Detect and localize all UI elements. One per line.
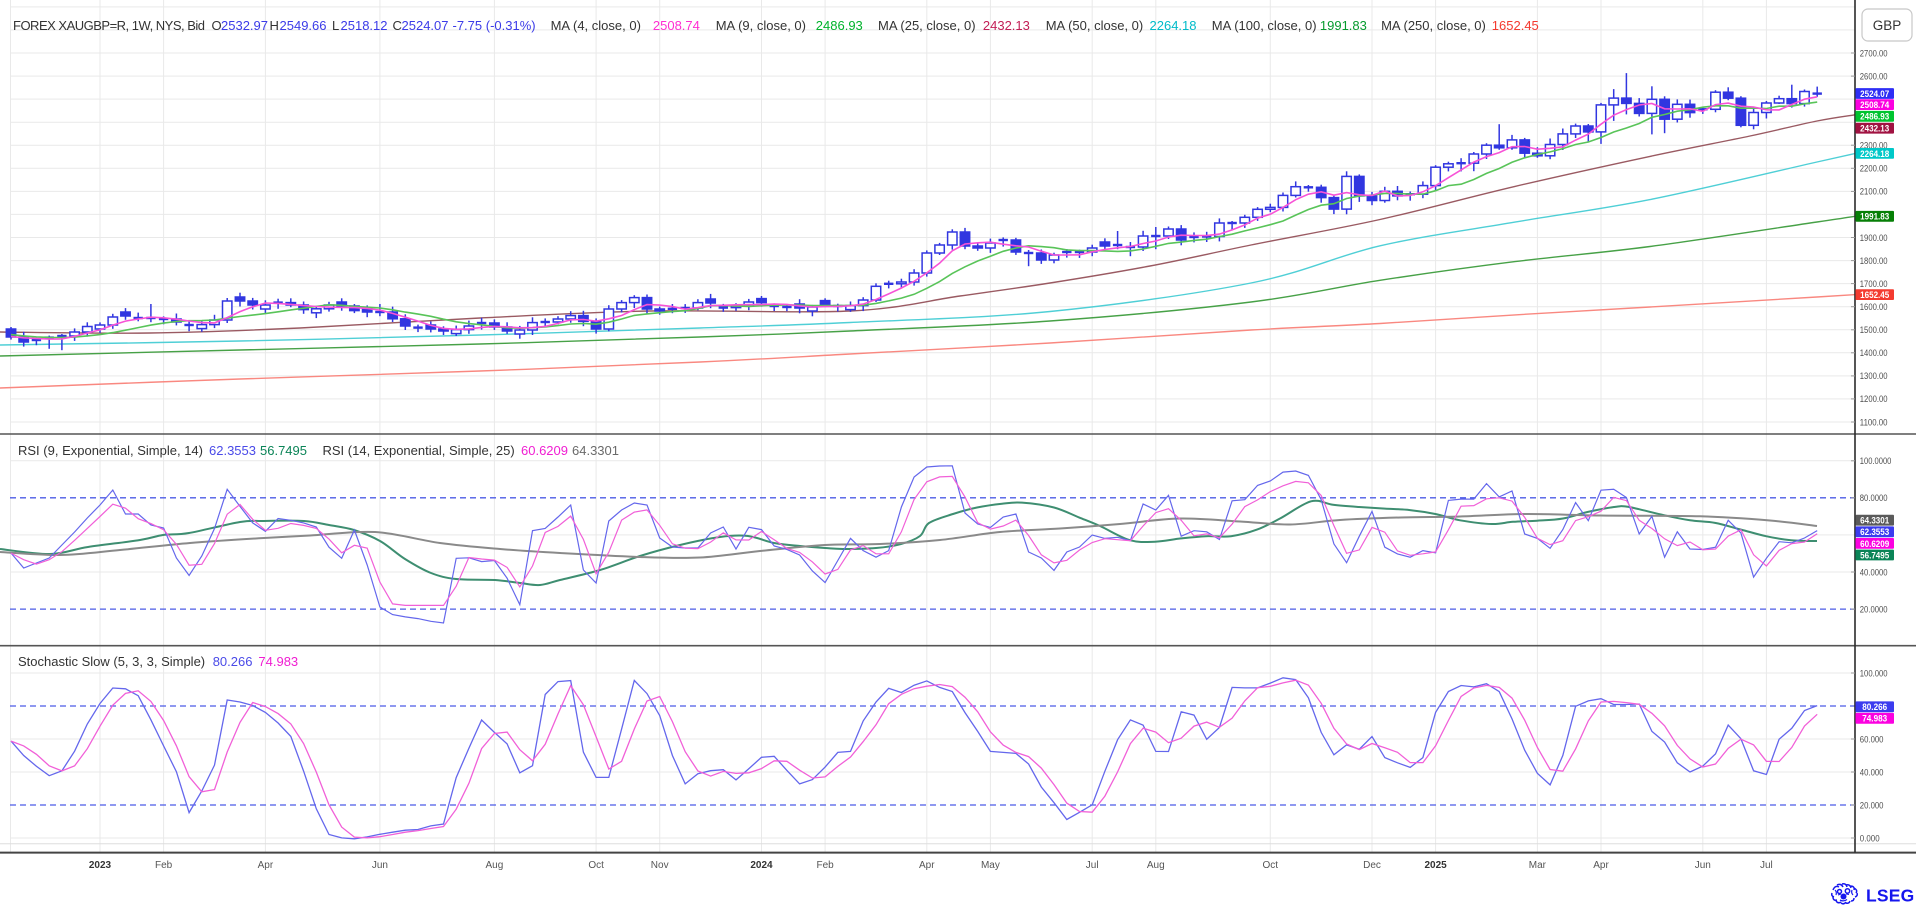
svg-text:Nov: Nov [651, 860, 669, 871]
svg-text:Aug: Aug [486, 860, 504, 871]
svg-text:74.983: 74.983 [1862, 714, 1887, 724]
svg-text:H: H [270, 18, 279, 33]
svg-text:40.0000: 40.0000 [1860, 567, 1888, 578]
svg-text:1652.45: 1652.45 [1860, 290, 1889, 300]
svg-text:Stochastic Slow (5, 3, 3, Simp: Stochastic Slow (5, 3, 3, Simple) [18, 654, 205, 669]
svg-text:RSI (9, Exponential, Simple, 1: RSI (9, Exponential, Simple, 14) [18, 443, 203, 458]
svg-text:80.266: 80.266 [1862, 702, 1887, 712]
svg-text:2518.12: 2518.12 [341, 18, 388, 33]
svg-text:100.000: 100.000 [1860, 668, 1888, 679]
svg-text:2700.00: 2700.00 [1860, 48, 1888, 59]
svg-text:2508.74: 2508.74 [1860, 100, 1889, 110]
svg-text:2486.93: 2486.93 [1860, 112, 1889, 122]
svg-text:MA (50, close, 0): MA (50, close, 0) [1046, 18, 1144, 33]
svg-text:Oct: Oct [1263, 860, 1279, 871]
svg-text:May: May [981, 860, 1000, 871]
svg-text:LSEG: LSEG [1866, 886, 1914, 906]
svg-text:1800.00: 1800.00 [1860, 256, 1888, 267]
svg-text:O: O [212, 18, 222, 33]
svg-text:62.3553: 62.3553 [209, 443, 256, 458]
svg-text:Apr: Apr [919, 860, 935, 871]
svg-text:Jun: Jun [372, 860, 388, 871]
svg-text:0.000: 0.000 [1860, 833, 1880, 844]
svg-text:GBP: GBP [1873, 18, 1902, 33]
svg-text:2549.66: 2549.66 [280, 18, 327, 33]
svg-text:100.0000: 100.0000 [1860, 456, 1892, 467]
svg-text:1652.45: 1652.45 [1492, 18, 1539, 33]
svg-text:2264.18: 2264.18 [1150, 18, 1197, 33]
svg-text:Oct: Oct [588, 860, 604, 871]
svg-text:1991.83: 1991.83 [1860, 212, 1889, 222]
svg-text:MA (25, close, 0): MA (25, close, 0) [878, 18, 976, 33]
svg-text:Apr: Apr [1593, 860, 1609, 871]
svg-text:MA (100, close, 0): MA (100, close, 0) [1212, 18, 1317, 33]
svg-text:FOREX XAUGBP=R, 1W, NYS, Bid: FOREX XAUGBP=R, 1W, NYS, Bid [13, 18, 205, 33]
svg-text:MA (250, close, 0): MA (250, close, 0) [1381, 18, 1486, 33]
svg-text:1500.00: 1500.00 [1860, 325, 1888, 336]
svg-text:MA (4, close, 0): MA (4, close, 0) [551, 18, 641, 33]
svg-text:1991.83: 1991.83 [1320, 18, 1367, 33]
svg-text:60.000: 60.000 [1860, 734, 1884, 745]
svg-text:20.000: 20.000 [1860, 800, 1884, 811]
svg-text:20.0000: 20.0000 [1860, 604, 1888, 615]
svg-text:60.6209: 60.6209 [521, 443, 568, 458]
svg-text:2200.00: 2200.00 [1860, 164, 1888, 175]
svg-text:2524.07: 2524.07 [1860, 89, 1889, 99]
svg-text:Jul: Jul [1086, 860, 1099, 871]
svg-text:L: L [332, 18, 339, 33]
svg-text:-7.75 (-0.31%): -7.75 (-0.31%) [453, 18, 536, 33]
svg-text:2100.00: 2100.00 [1860, 187, 1888, 198]
svg-text:80.266: 80.266 [213, 654, 253, 669]
svg-text:2300.00: 2300.00 [1860, 141, 1888, 152]
svg-text:2264.18: 2264.18 [1860, 149, 1889, 159]
svg-text:2023: 2023 [89, 860, 112, 871]
svg-text:2432.13: 2432.13 [1860, 124, 1889, 134]
svg-text:RSI (14, Exponential, Simple,: RSI (14, Exponential, Simple, 25) [323, 443, 515, 458]
svg-text:MA (9, close, 0): MA (9, close, 0) [716, 18, 806, 33]
svg-text:1900.00: 1900.00 [1860, 233, 1888, 244]
svg-text:1600.00: 1600.00 [1860, 302, 1888, 313]
svg-text:64.3301: 64.3301 [1860, 516, 1889, 526]
svg-text:Feb: Feb [816, 860, 834, 871]
svg-text:Dec: Dec [1363, 860, 1381, 871]
svg-text:80.0000: 80.0000 [1860, 493, 1888, 504]
svg-text:Mar: Mar [1529, 860, 1547, 871]
svg-text:2508.74: 2508.74 [653, 18, 700, 33]
svg-text:Apr: Apr [258, 860, 274, 871]
svg-text:Jul: Jul [1760, 860, 1773, 871]
svg-text:1700.00: 1700.00 [1860, 279, 1888, 290]
svg-text:Aug: Aug [1147, 860, 1165, 871]
svg-text:2432.13: 2432.13 [983, 18, 1030, 33]
svg-text:40.000: 40.000 [1860, 767, 1884, 778]
svg-text:1200.00: 1200.00 [1860, 394, 1888, 405]
svg-text:56.7495: 56.7495 [260, 443, 307, 458]
svg-text:C: C [393, 18, 402, 33]
svg-text:64.3301: 64.3301 [572, 443, 619, 458]
svg-text:Jun: Jun [1695, 860, 1711, 871]
svg-text:2532.97: 2532.97 [221, 18, 268, 33]
svg-text:2024: 2024 [750, 860, 773, 871]
svg-text:74.983: 74.983 [258, 654, 298, 669]
svg-text:56.7495: 56.7495 [1860, 550, 1889, 560]
svg-text:2486.93: 2486.93 [816, 18, 863, 33]
svg-text:62.3553: 62.3553 [1860, 527, 1889, 537]
svg-text:60.6209: 60.6209 [1860, 539, 1889, 549]
svg-text:2025: 2025 [1424, 860, 1447, 871]
svg-text:Feb: Feb [155, 860, 173, 871]
svg-text:1400.00: 1400.00 [1860, 348, 1888, 359]
svg-text:2600.00: 2600.00 [1860, 71, 1888, 82]
svg-text:1300.00: 1300.00 [1860, 371, 1888, 382]
svg-text:2524.07: 2524.07 [402, 18, 449, 33]
svg-text:1100.00: 1100.00 [1860, 417, 1888, 428]
